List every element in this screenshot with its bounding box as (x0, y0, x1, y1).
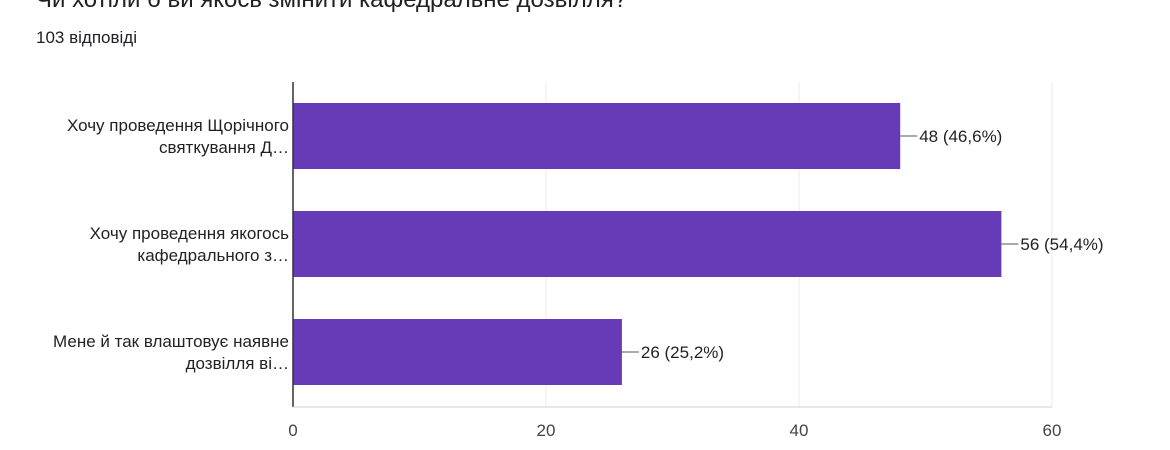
data-label: 26 (25,2%) (641, 343, 724, 362)
response-count: 103 відповіді (36, 28, 137, 47)
bar (293, 103, 901, 169)
category-label: Мене й так влаштовує наявне дозвілля ві… (53, 332, 289, 373)
category-label: Хочу проведення Щорічного святкування Д… (67, 116, 289, 157)
category-label-line: дозвілля ві… (186, 354, 289, 373)
bar (293, 211, 1002, 277)
category-label-line: Хочу проведення Щорічного (67, 116, 289, 135)
category-label-line: святкування Д… (159, 138, 289, 157)
category-label-line: Мене й так влаштовує наявне (53, 332, 289, 351)
category-label: Хочу проведення якогось кафедрального з… (90, 224, 289, 265)
x-tick-label: 40 (790, 421, 809, 440)
data-label: 48 (46,6%) (919, 127, 1002, 146)
x-tick-label: 60 (1043, 421, 1062, 440)
x-tick-label: 20 (537, 421, 556, 440)
chart-title: Чи хотіли б ви якось змінити кафедральне… (36, 0, 627, 14)
data-label: 56 (54,4%) (1020, 235, 1103, 254)
bar (293, 319, 622, 385)
category-label-line: кафедрального з… (137, 246, 289, 265)
category-label-line: Хочу проведення якогось (90, 224, 289, 243)
x-tick-label: 0 (288, 421, 297, 440)
